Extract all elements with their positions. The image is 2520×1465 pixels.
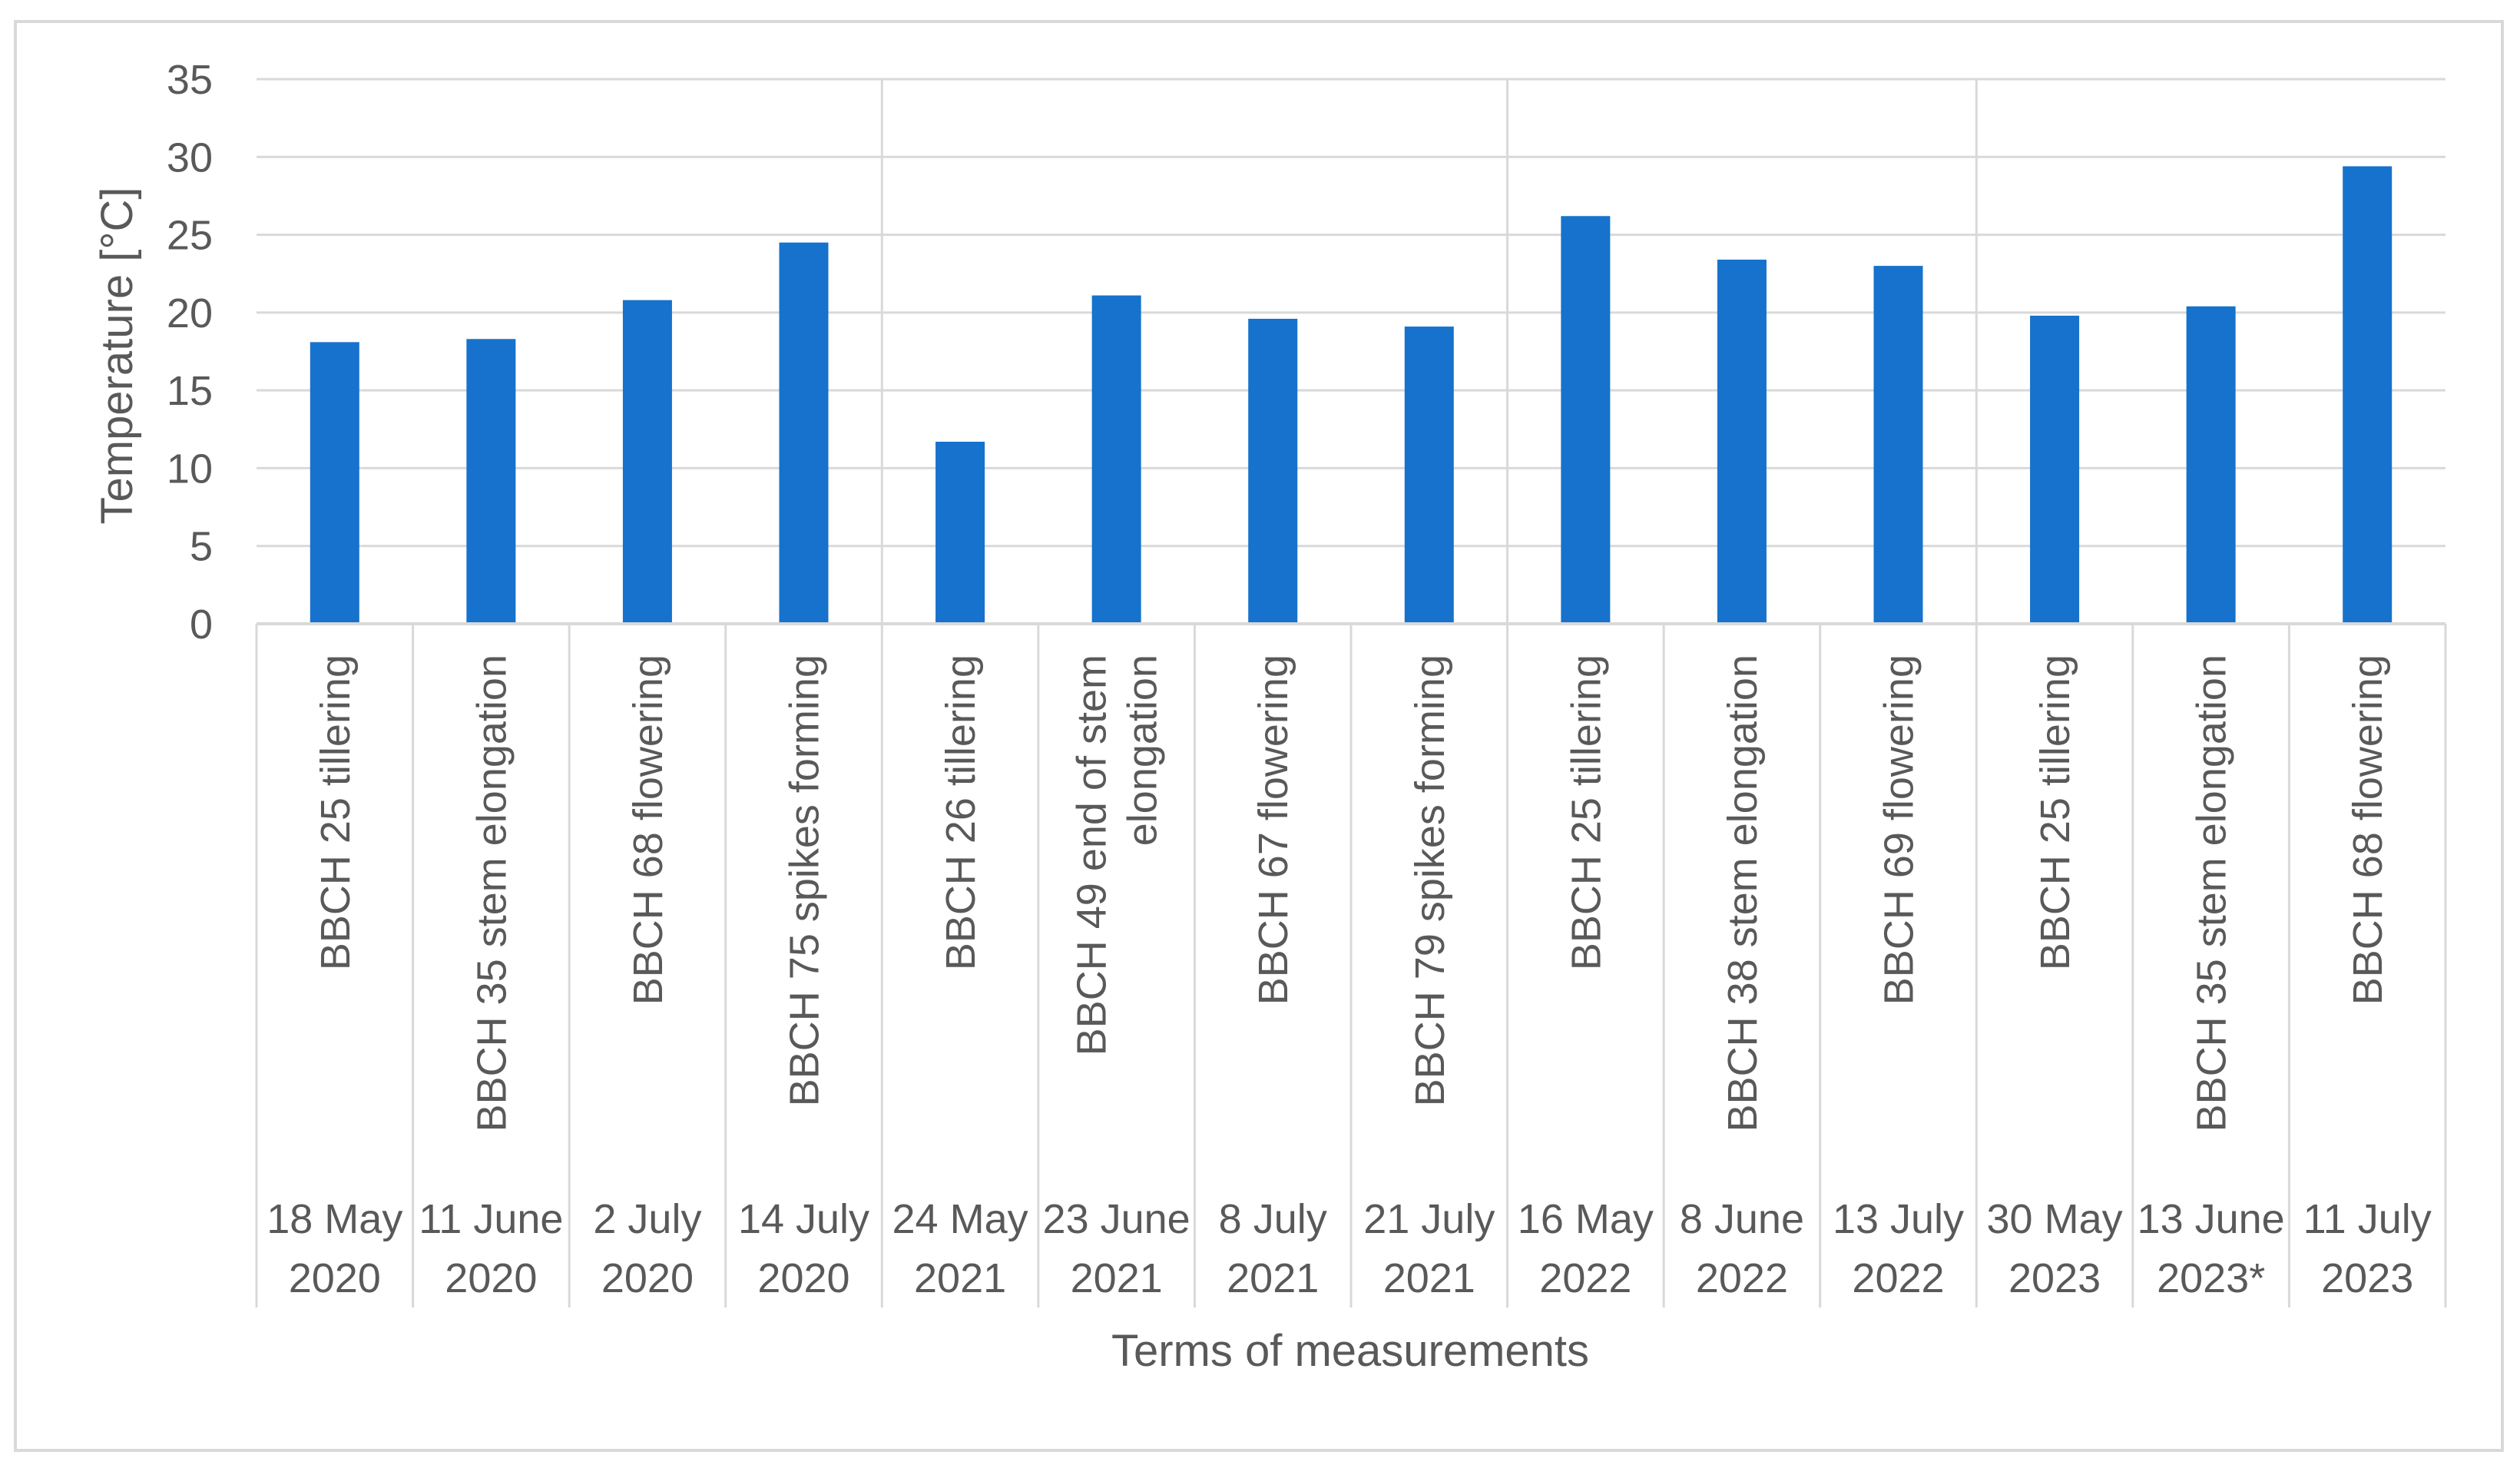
y-tick-label: 25 [167,213,213,259]
category-stage-label: BBCH 25 tillering [1563,655,1609,970]
category-stage-label: BBCH 68 flowering [2345,655,2391,1005]
y-tick-label: 30 [167,134,213,181]
category-date-label: 21 July [1363,1196,1495,1242]
category-stage-label: BBCH 25 tillering [313,655,359,970]
category-date-label: 2021 [1227,1255,1319,1301]
bar [935,441,985,624]
y-tick-label: 10 [167,446,213,492]
category-date-label: 14 July [738,1196,869,1242]
category-stage-label: BBCH 35 stem elongation [469,655,515,1132]
category-date-label: 2021 [914,1255,1006,1301]
x-axis-title: Terms of measurements [1111,1326,1589,1376]
category-date-label: 2020 [289,1255,381,1301]
category-stage-label: BBCH 35 stem elongation [2189,655,2235,1132]
category-date-label: 2023 [2008,1255,2101,1301]
category-date-label: 2 July [593,1196,701,1242]
category-date-label: 8 July [1219,1196,1327,1242]
category-date-label: 2020 [601,1255,694,1301]
category-date-label: 11 June [419,1196,563,1242]
bar [2030,315,2080,624]
category-stage-label: BBCH 68 flowering [625,655,671,1005]
category-date-label: 8 June [1680,1196,1804,1242]
gridlines [257,78,2445,548]
category-stage-label: BBCH 69 flowering [1876,655,1922,1005]
year-separators [880,79,1978,624]
category-date-label: 2022 [1852,1255,1944,1301]
category-date-label: 2023 [2321,1255,2413,1301]
category-date-label: 2021 [1071,1255,1163,1301]
bar [310,342,359,624]
bar [2343,166,2393,624]
bar [466,339,516,624]
category-stage-label: BBCH 26 tillering [938,655,984,970]
bar [1561,216,1611,625]
y-axis-title: Temperature [°C] [92,187,142,524]
category-date-label: 13 July [1833,1196,1964,1242]
category-date-label: 2023* [2157,1255,2265,1301]
chart-frame [14,20,2504,1452]
bar [1404,326,1454,624]
category-date-label: 2020 [757,1255,849,1301]
bar [1717,259,1767,624]
y-tick-label: 35 [167,57,213,103]
bar [1091,295,1141,624]
category-axis [255,622,2447,1308]
category-date-label: 18 May [267,1196,402,1242]
category-date-label: 2022 [1696,1255,1788,1301]
y-tick-label: 5 [190,524,213,570]
category-stage-label: BBCH 38 stem elongation [1720,655,1766,1132]
y-tick-label: 0 [190,602,213,648]
bars [310,166,2393,625]
category-stage-label: BBCH 75 spikes forming [782,655,828,1106]
category-date-label: 2022 [1539,1255,1631,1301]
category-stage-label: elongation [1120,655,1166,846]
category-date-label: 24 May [892,1196,1028,1242]
bar [622,300,672,624]
category-date-label: 13 June [2138,1196,2285,1242]
category-date-label: 11 July [2303,1196,2432,1242]
category-stage-label: BBCH 67 flowering [1250,655,1296,1005]
y-tick-label: 20 [167,290,213,336]
y-tick-labels: 0 5 10 15 20 25 30 35 [167,57,213,648]
y-tick-label: 15 [167,368,213,414]
bar [2186,306,2236,624]
category-date-label: 30 May [1987,1196,2123,1242]
category-date-label: 23 June [1043,1196,1190,1242]
category-stage-label: BBCH 25 tillering [2032,655,2078,970]
bar [779,242,829,624]
category-stage-label: BBCH 79 spikes forming [1407,655,1453,1106]
bar [1248,318,1298,624]
category-date-label: 2020 [445,1255,537,1301]
bar [1873,266,1923,624]
category-date-label: 2021 [1383,1255,1475,1301]
category-stage-label: BBCH 49 end of stem [1069,655,1115,1056]
category-date-label: 16 May [1518,1196,1654,1242]
category-labels: BBCH 25 tillering 18 May 2020 BBCH 35 stem … [267,655,2432,1301]
